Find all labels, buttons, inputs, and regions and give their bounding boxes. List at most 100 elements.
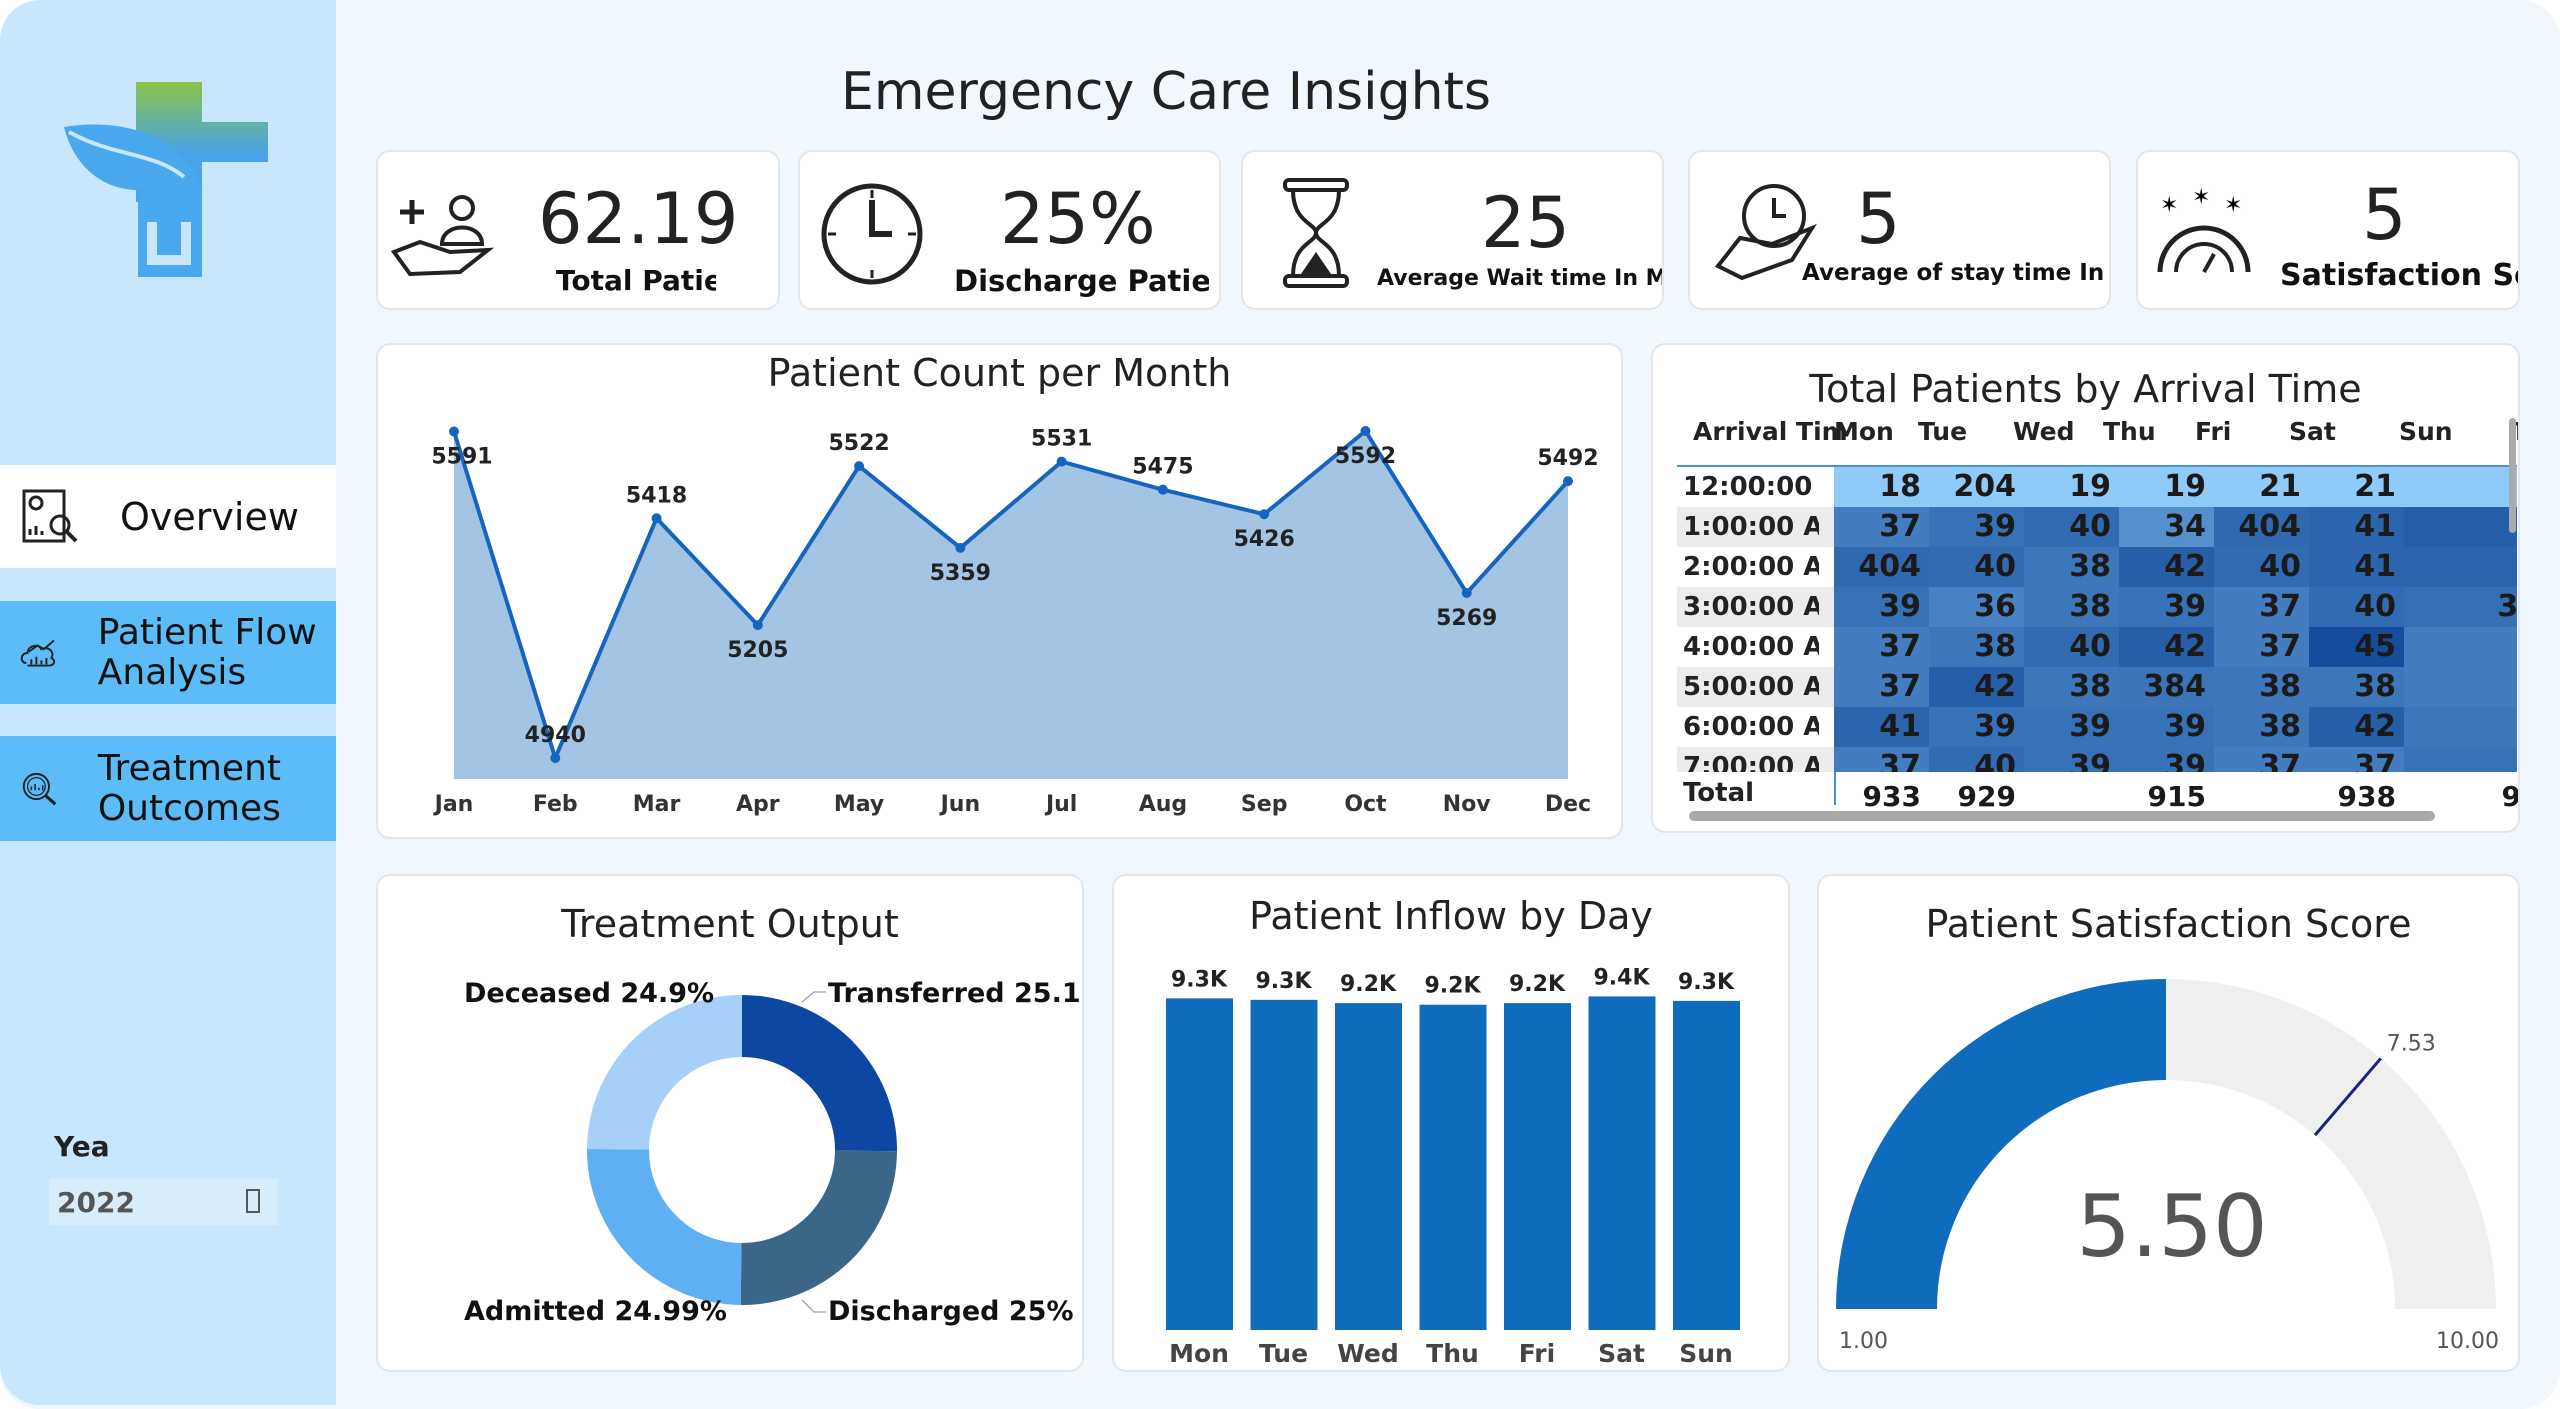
matrix-cell: 39 bbox=[1929, 507, 2024, 547]
chevron-down-icon bbox=[246, 1189, 260, 1213]
x-tick-label: Tue bbox=[1259, 1339, 1308, 1368]
hourglass-icon bbox=[1283, 178, 1349, 288]
matrix-cell: 39 bbox=[2404, 747, 2517, 772]
data-point bbox=[1259, 509, 1270, 520]
matrix-cell: 40 bbox=[2024, 627, 2119, 667]
column-header: Sun bbox=[2399, 417, 2453, 446]
total-cell: 926 bbox=[2501, 780, 2520, 813]
series-line bbox=[452, 428, 1570, 764]
hand-patient-icon bbox=[390, 195, 495, 277]
row-label: 1:00:00 AN bbox=[1683, 512, 1819, 542]
page-title: Emergency Care Insights bbox=[840, 62, 1492, 122]
table-row: 5:00:00 AN374238384383837 bbox=[1677, 667, 2517, 707]
matrix-cell: 36 bbox=[1929, 587, 2024, 627]
data-label: 5591 bbox=[431, 445, 492, 470]
year-dropdown[interactable]: 2022 bbox=[49, 1179, 278, 1225]
bar bbox=[1335, 1003, 1402, 1330]
x-tick-label: Jan bbox=[433, 792, 474, 817]
matrix-cell: 37 bbox=[1834, 507, 1929, 547]
svg-text:✶: ✶ bbox=[2224, 193, 2242, 218]
data-label: 4940 bbox=[525, 723, 586, 748]
bar-data-label: 9.4K bbox=[1593, 965, 1650, 990]
rating-gauge-icon: ✶ ✶ ✶ bbox=[2157, 186, 2251, 273]
matrix-cell: 37 bbox=[2214, 587, 2309, 627]
matrix-cell: 384 bbox=[2119, 667, 2214, 707]
kpi-value: 5 bbox=[1856, 178, 1901, 260]
kpi-card-satisfaction: ✶ ✶ ✶ 5 Satisfaction Sco bbox=[2136, 150, 2520, 310]
row-label: 3:00:00 AN bbox=[1683, 592, 1819, 622]
vertical-scrollbar[interactable] bbox=[2509, 418, 2516, 533]
inflow-by-day-card: Patient Inflow by Day 9.3K Mon 9.3K Tue 9.2K… bbox=[1112, 874, 1790, 1372]
data-point bbox=[854, 461, 865, 472]
matrix-cell: 45 bbox=[2309, 627, 2404, 667]
donut-slice bbox=[740, 1150, 897, 1305]
treatment-output-card: Treatment Output Transferred 25.12% Disch… bbox=[376, 874, 1084, 1372]
data-point bbox=[550, 752, 561, 763]
leader-line bbox=[801, 991, 826, 1003]
data-label: 5205 bbox=[727, 638, 788, 663]
data-label: 5592 bbox=[1335, 444, 1396, 469]
matrix-cell: 40 bbox=[2024, 507, 2119, 547]
total-cell: 933 bbox=[1862, 780, 1921, 813]
chart-title: Patient Satisfaction Score bbox=[1925, 902, 2412, 946]
leader-line bbox=[801, 1299, 826, 1313]
kpi-card-wait-time: 25 Average Wait time In Min bbox=[1241, 150, 1664, 310]
matrix-cell: 37 bbox=[2309, 747, 2404, 772]
horizontal-scrollbar[interactable] bbox=[1689, 811, 2435, 821]
data-label: 5492 bbox=[1537, 446, 1598, 471]
sidebar-item-label: Treatment Outcomes bbox=[97, 747, 282, 829]
bar-data-label: 9.3K bbox=[1255, 969, 1312, 994]
kpi-label: Discharge Patie bbox=[954, 264, 1209, 298]
matrix-cell: 19 bbox=[2024, 467, 2119, 507]
kpi-value: 25 bbox=[1481, 182, 1571, 264]
x-tick-label: May bbox=[834, 792, 884, 817]
sidebar-item-label: Overview bbox=[120, 494, 299, 539]
x-tick-label: Fri bbox=[1519, 1339, 1555, 1368]
x-tick-label: Apr bbox=[736, 792, 780, 817]
chart-title: Treatment Output bbox=[561, 902, 899, 946]
matrix-cell: 37 bbox=[1834, 747, 1929, 772]
gauge-fill bbox=[1836, 979, 2166, 1309]
sidebar-item-treatment-outcomes[interactable]: Treatment Outcomes bbox=[0, 736, 336, 841]
table-row: 7:00:00 AN37403939373739 bbox=[1677, 747, 2517, 772]
matrix-cell: 41 bbox=[2309, 547, 2404, 587]
bar bbox=[1504, 1003, 1571, 1330]
chart-title: Patient Inflow by Day bbox=[1249, 894, 1653, 938]
row-label: 2:00:00 AN bbox=[1683, 552, 1819, 582]
bar-data-label: 9.2K bbox=[1424, 974, 1481, 999]
matrix-cell: 37 bbox=[1834, 667, 1929, 707]
x-tick-label: Jul bbox=[1044, 792, 1077, 817]
matrix-cell: 42 bbox=[2404, 507, 2517, 547]
matrix-cell: 37 bbox=[2404, 667, 2517, 707]
row-label: 5:00:00 AN bbox=[1683, 672, 1819, 702]
column-header: Thu bbox=[2103, 417, 2156, 446]
data-label: 5475 bbox=[1132, 455, 1193, 480]
kpi-label: Total Patien bbox=[556, 264, 716, 297]
treatment-output-donut: Transferred 25.12% Discharged 25% Admitted… bbox=[464, 978, 1084, 1327]
bar-data-label: 9.3K bbox=[1171, 967, 1228, 992]
kpi-label: Satisfaction Sco bbox=[2280, 258, 2518, 293]
hand-stopwatch-icon bbox=[1714, 184, 1817, 281]
x-tick-label: Thu bbox=[1426, 1339, 1479, 1368]
matrix-cell: 34 bbox=[2119, 507, 2214, 547]
matrix-cell: 37 bbox=[2214, 747, 2309, 772]
sidebar-item-overview[interactable]: Overview bbox=[0, 465, 336, 568]
svg-text:✶: ✶ bbox=[2160, 193, 2178, 218]
row-label: 6:00:00 AN bbox=[1683, 712, 1819, 742]
x-tick-label: Wed bbox=[1337, 1339, 1399, 1368]
donut-slice bbox=[742, 995, 897, 1152]
bar bbox=[1166, 998, 1233, 1330]
slice-label: Transferred 25.12% bbox=[828, 978, 1084, 1009]
cloud-chart-icon bbox=[20, 639, 56, 667]
sidebar-item-patient-flow-analysis[interactable]: Patient Flow Analysis bbox=[0, 601, 336, 704]
satisfaction-score-card: Patient Satisfaction Score 7.53 5.50 1.00 1… bbox=[1817, 874, 2520, 1372]
matrix-cell: 39 bbox=[2024, 747, 2119, 772]
data-point bbox=[1056, 456, 1067, 467]
magnifier-chart-icon bbox=[22, 772, 57, 805]
matrix-body: 12:00:00 A1820419192121171:00:00 AN37394… bbox=[1677, 467, 2517, 772]
matrix-cell: 39 bbox=[2119, 747, 2214, 772]
x-tick-label: Dec bbox=[1545, 792, 1591, 817]
matrix-cell: 404 bbox=[2214, 507, 2309, 547]
kpi-value: 5 bbox=[2362, 174, 2407, 256]
satisfaction-gauge: 7.53 5.50 1.00 10.00 bbox=[1836, 979, 2499, 1354]
